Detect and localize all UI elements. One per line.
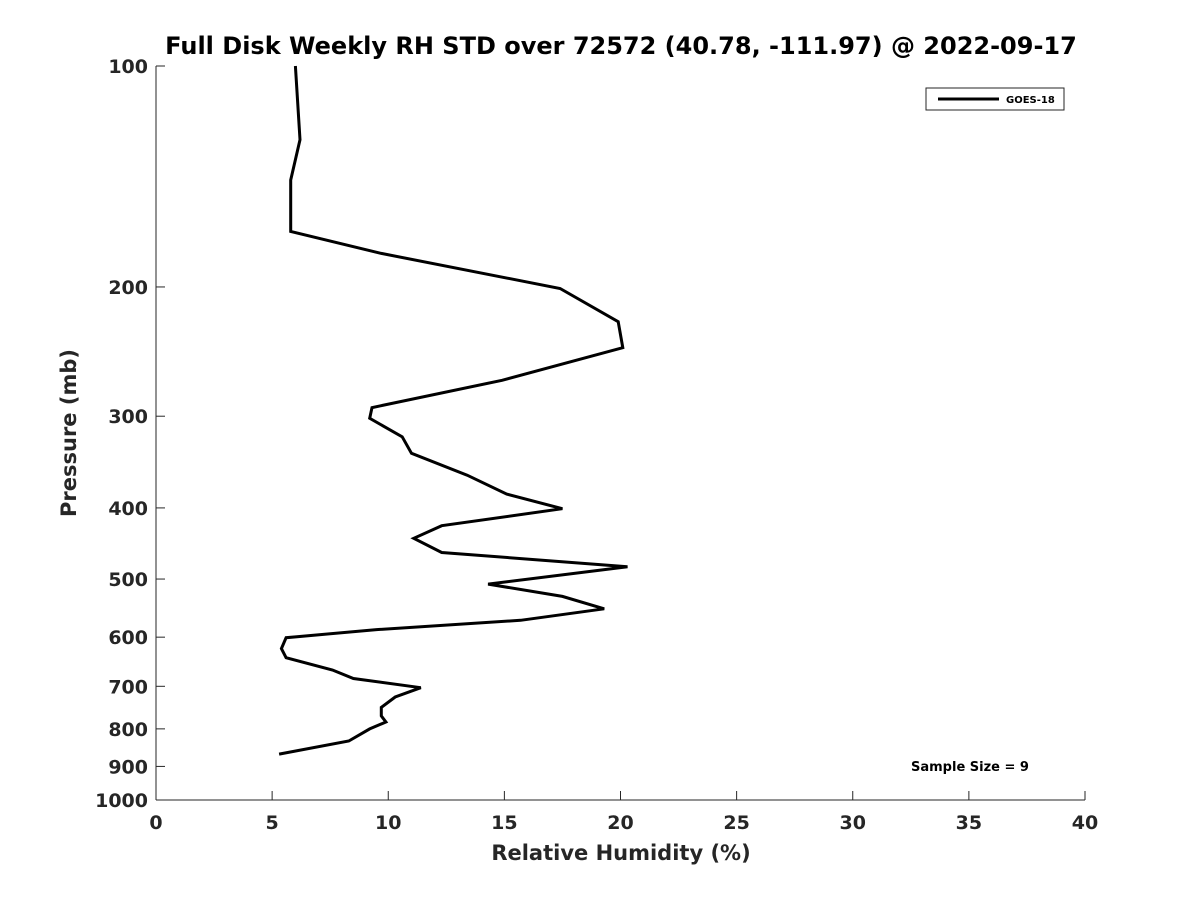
x-axis-label: Relative Humidity (%): [491, 841, 750, 865]
x-tick-label: 25: [723, 812, 749, 834]
x-tick-label: 20: [607, 812, 633, 834]
y-tick-label: 800: [108, 719, 148, 741]
legend-label-goes-18: GOES-18: [1006, 95, 1055, 106]
y-tick-label: 500: [108, 569, 148, 591]
x-ticks: 0 5 10 15 20 25 30 35 40: [149, 791, 1098, 834]
y-tick-label: 300: [108, 406, 148, 428]
sample-size-annotation: Sample Size = 9: [911, 760, 1029, 775]
y-axis-label: Pressure (mb): [57, 349, 81, 517]
y-ticks: 100 200 300 400 500 600 700 800 900 1000: [95, 56, 165, 812]
y-tick-label: 200: [108, 277, 148, 299]
y-tick-label: 700: [108, 676, 148, 698]
x-tick-label: 35: [956, 812, 982, 834]
x-tick-label: 15: [491, 812, 517, 834]
x-tick-label: 10: [375, 812, 401, 834]
y-tick-label: 600: [108, 627, 148, 649]
x-tick-label: 0: [149, 812, 162, 834]
chart-title: Full Disk Weekly RH STD over 72572 (40.7…: [165, 32, 1077, 60]
series-layer: [278, 65, 628, 756]
y-tick-label: 400: [108, 498, 148, 520]
series-line-goes-18: [278, 65, 628, 756]
x-tick-label: 40: [1072, 812, 1098, 834]
x-tick-label: 5: [266, 812, 279, 834]
y-tick-label: 1000: [95, 790, 148, 812]
y-tick-label: 100: [108, 56, 148, 78]
y-tick-label: 900: [108, 756, 148, 778]
legend: GOES-18: [925, 87, 1065, 111]
x-tick-label: 30: [840, 812, 866, 834]
